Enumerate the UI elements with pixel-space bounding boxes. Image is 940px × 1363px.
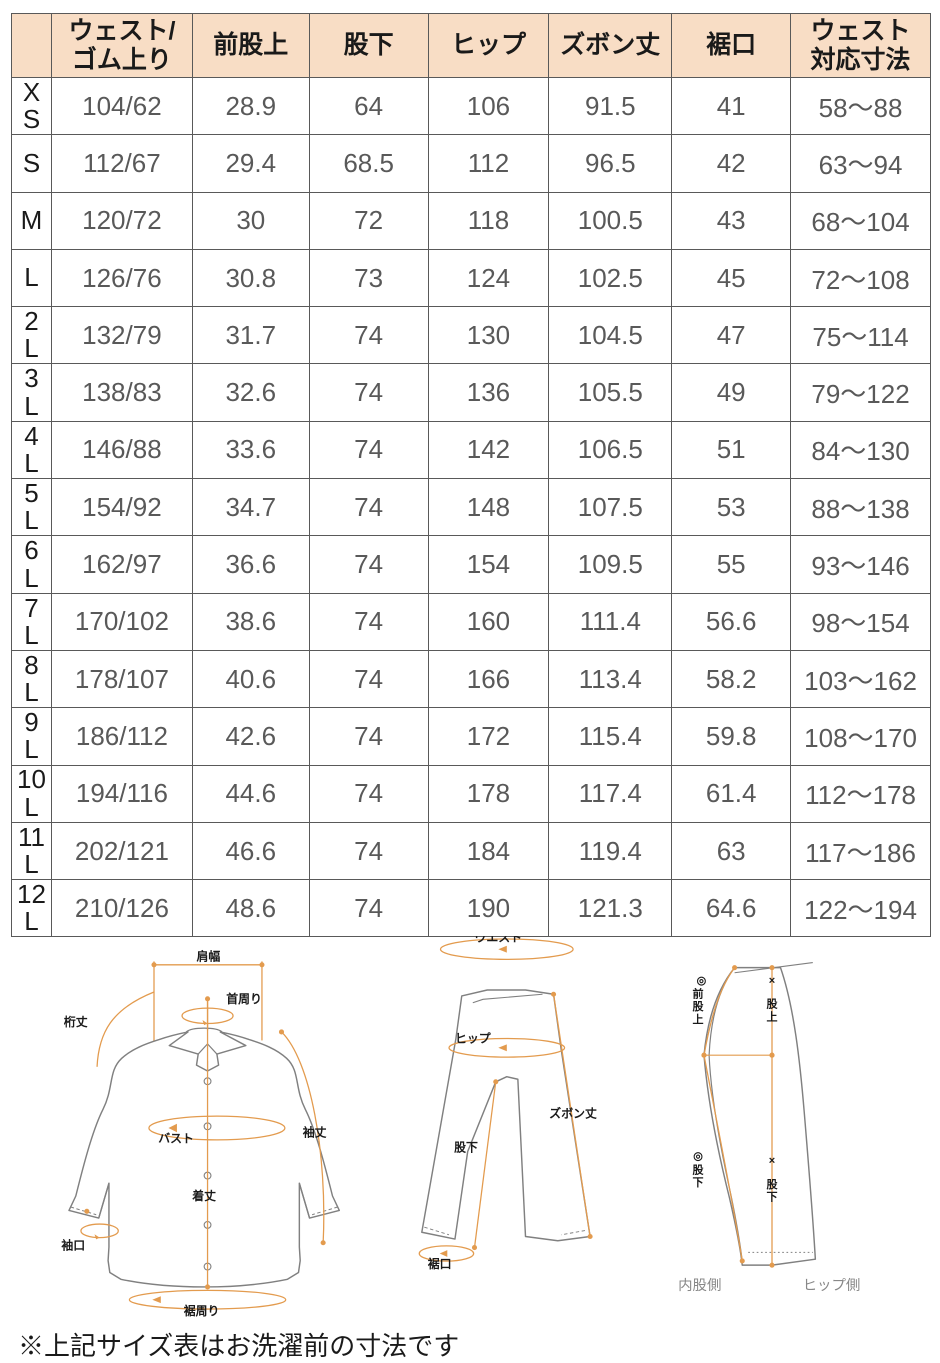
svg-text:上: 上 [766,1009,777,1023]
svg-text:ウエスト: ウエスト [475,936,523,945]
svg-text:下: 下 [766,1191,777,1204]
svg-text:着丈: 着丈 [191,1189,216,1203]
svg-text:バスト: バスト [158,1131,194,1145]
svg-text:股: 股 [693,1163,705,1176]
svg-text:裾周り: 裾周り [184,1304,220,1318]
svg-text:股下: 股下 [454,1141,478,1155]
svg-text:桁丈: 桁丈 [64,1015,88,1029]
svg-text:×: × [769,1155,775,1167]
svg-text:裾口: 裾口 [428,1257,452,1271]
svg-text:股: 股 [766,998,778,1011]
svg-text:◎: ◎ [697,975,707,987]
svg-text:ズボン丈: ズボン丈 [549,1107,597,1121]
svg-text:肩幅: 肩幅 [197,950,221,964]
svg-text:袖丈: 袖丈 [303,1126,327,1140]
svg-text:×: × [769,975,775,987]
svg-text:内股側: 内股側 [678,1277,721,1294]
svg-text:◎: ◎ [693,1151,703,1163]
svg-text:首周り: 首周り [226,992,262,1006]
svg-text:袖口: 袖口 [61,1239,85,1253]
svg-text:股: 股 [766,1178,778,1191]
svg-text:上: 上 [693,1012,704,1026]
svg-text:ヒップ側: ヒップ側 [803,1277,861,1294]
svg-text:下: 下 [693,1176,704,1189]
svg-text:前: 前 [693,986,704,1000]
svg-text:ヒップ: ヒップ [455,1032,491,1046]
svg-text:股: 股 [693,1000,705,1013]
